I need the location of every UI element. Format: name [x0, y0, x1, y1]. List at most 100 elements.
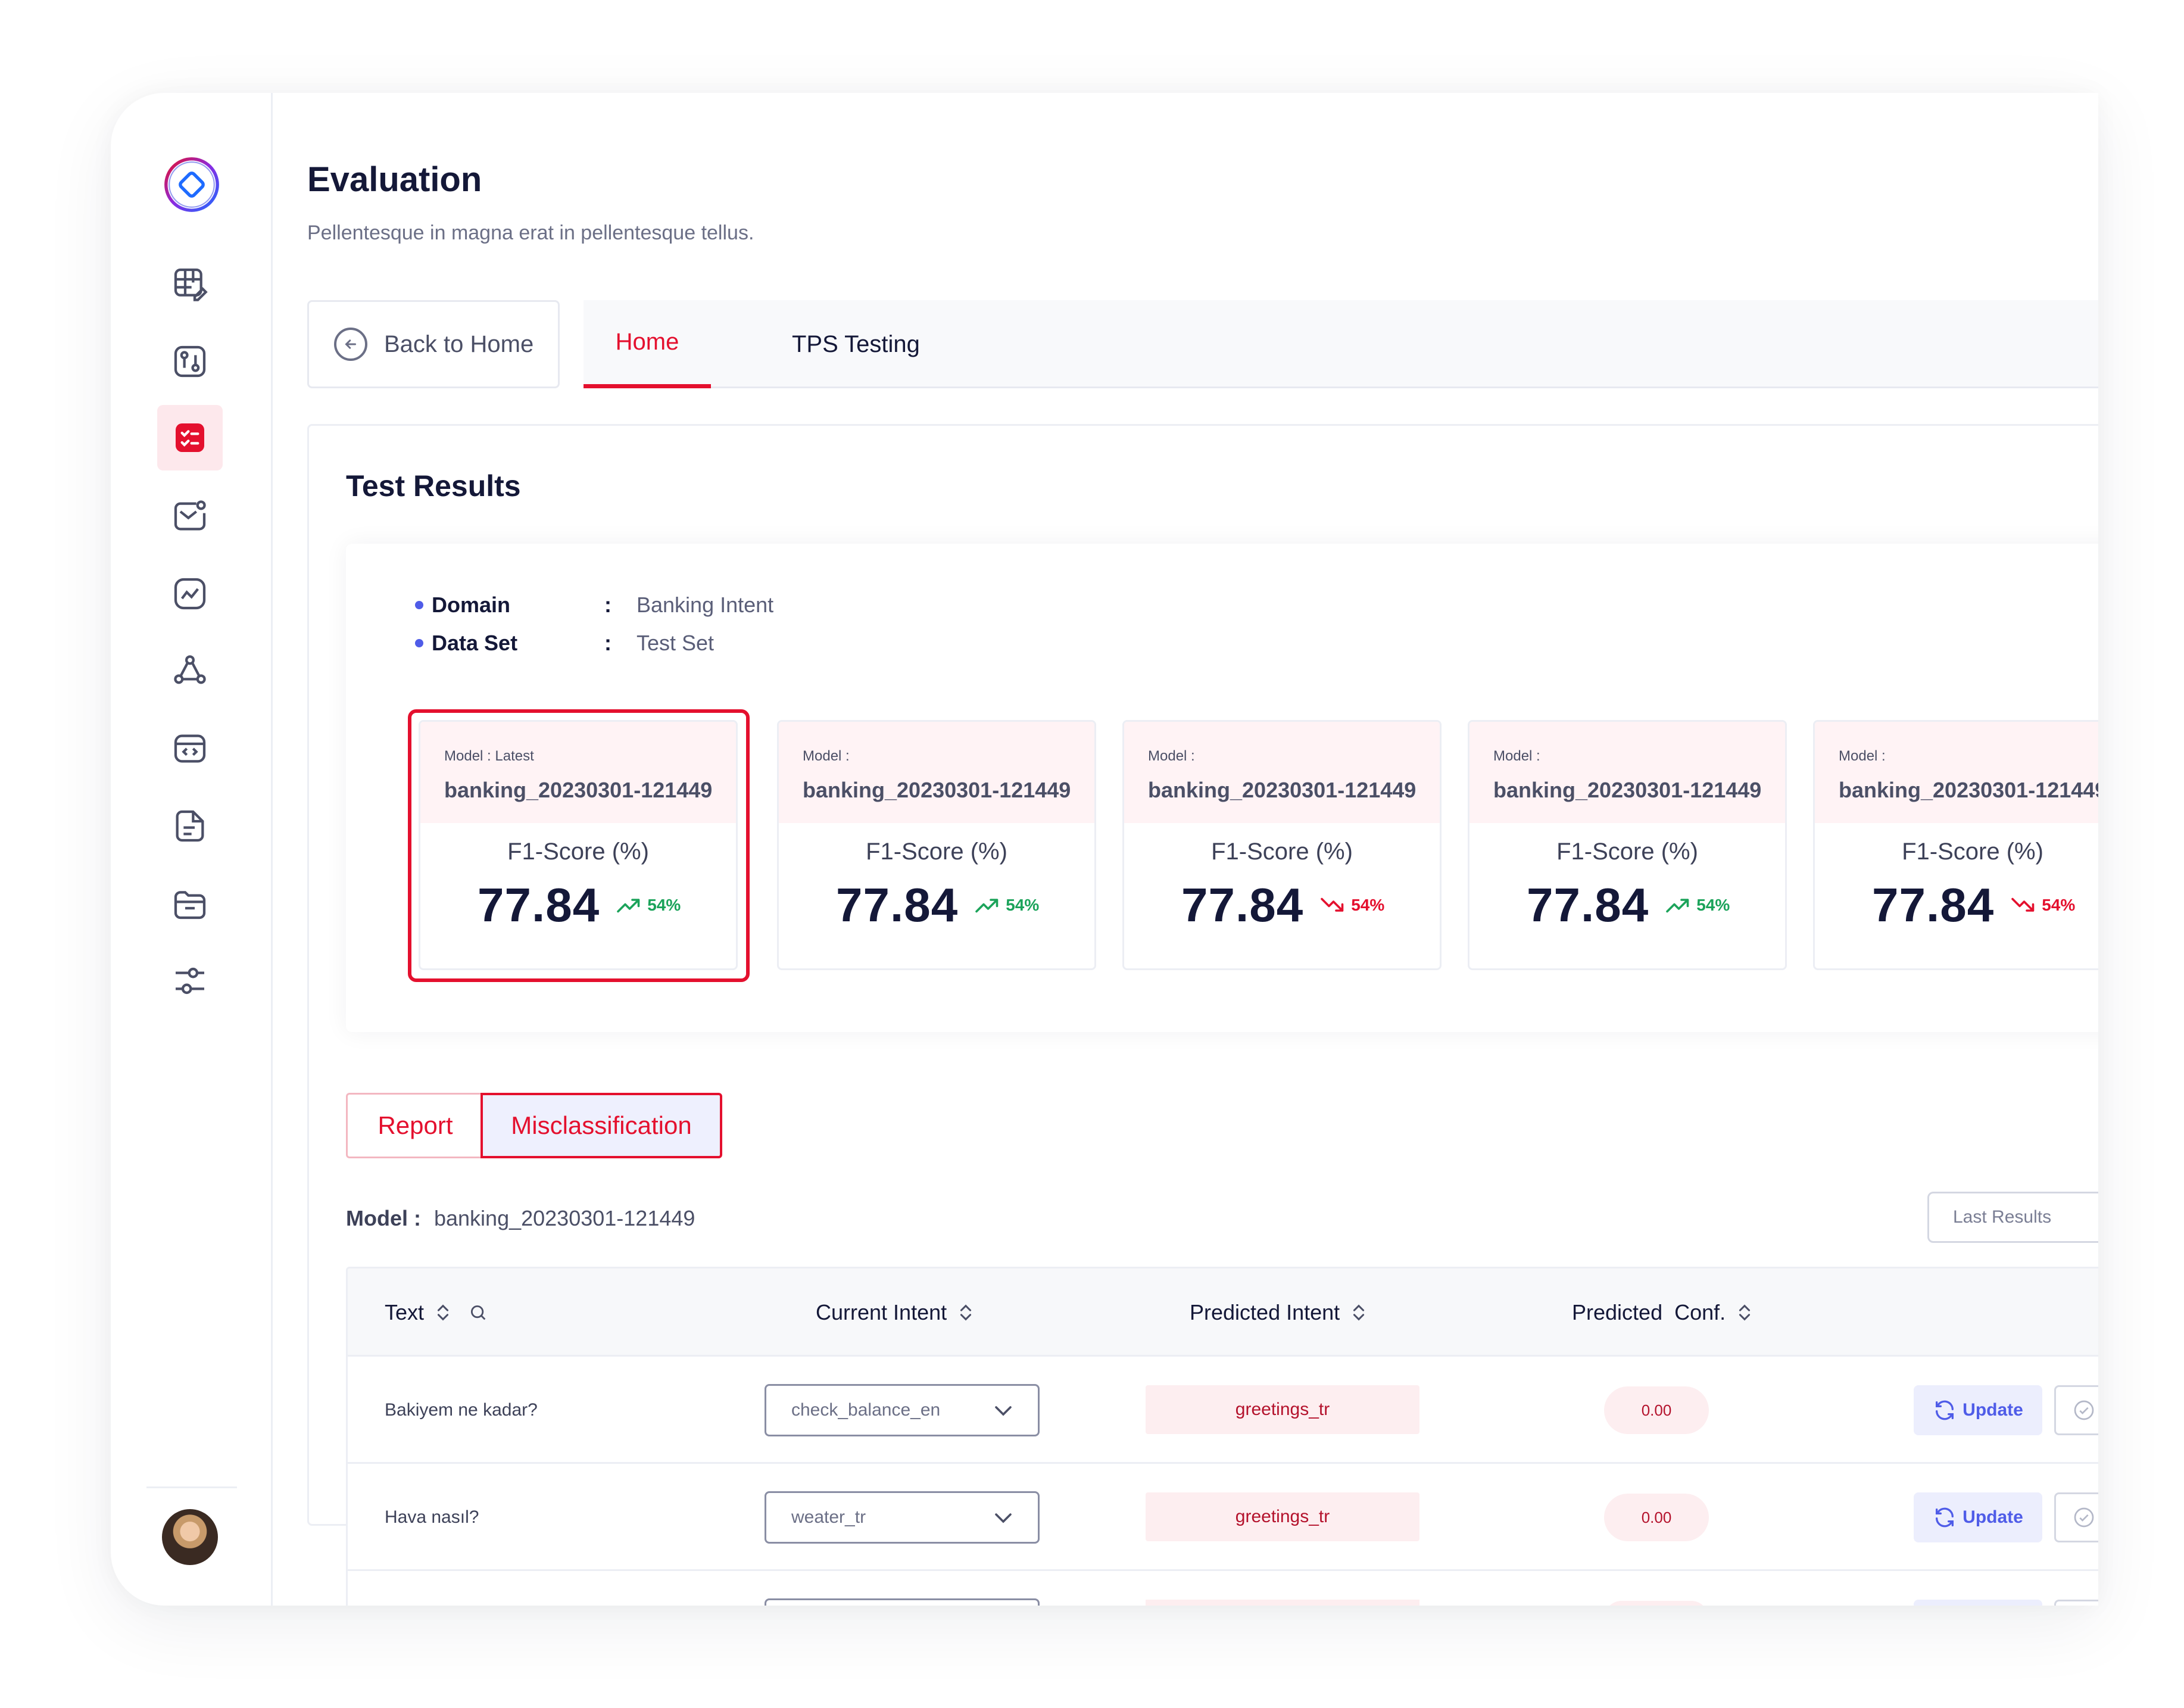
search-icon[interactable]: [468, 1302, 488, 1323]
trend-down-icon: [1321, 897, 1344, 912]
score-value: 77.84: [1872, 878, 1995, 931]
predicted-conf-badge: [1604, 1601, 1709, 1606]
nav-settings[interactable]: [157, 948, 223, 1014]
score-row: 77.84 54%: [1872, 878, 2075, 933]
nav-git-compare[interactable]: [157, 329, 223, 394]
trend-badge: 54%: [2011, 896, 2075, 915]
arrow-left-icon: [334, 328, 367, 361]
sort-icon[interactable]: [1737, 1302, 1752, 1323]
update-button[interactable]: Update: [1914, 1385, 2042, 1435]
approve-button[interactable]: [2054, 1600, 2098, 1606]
col-text-label: Text: [385, 1300, 425, 1324]
predicted-intent-badge: [1146, 1600, 1419, 1606]
trend-value: 54%: [2042, 896, 2076, 914]
tab-tps-testing[interactable]: TPS Testing: [792, 331, 920, 357]
model-info-value: banking_20230301-121449: [433, 1206, 695, 1230]
model-label: Model :: [1148, 748, 1195, 764]
section-title: Test Results: [346, 469, 521, 503]
trend-badge: 54%: [975, 896, 1039, 915]
sort-icon[interactable]: [1352, 1302, 1366, 1323]
meta-key: Domain: [432, 593, 511, 617]
update-button[interactable]: [1914, 1600, 2042, 1606]
col-predicted-conf[interactable]: Predicted Conf.: [1572, 1268, 1752, 1357]
nav-table-edit[interactable]: [157, 251, 223, 317]
nav-analytics[interactable]: [157, 561, 223, 627]
model-info: Model : banking_20230301-121449: [346, 1206, 695, 1231]
model-card-header: Model : banking_20230301-121449: [779, 722, 1094, 823]
predicted-conf-badge: 0.00: [1604, 1494, 1709, 1541]
model-name: banking_20230301-121449: [1493, 778, 1762, 802]
model-name: banking_20230301-121449: [444, 778, 713, 802]
bullet-icon: [415, 601, 423, 609]
predicted-conf-badge: 0.00: [1604, 1386, 1709, 1434]
meta-key: Data Set: [432, 631, 518, 655]
code-window-icon: [174, 734, 206, 763]
model-card[interactable]: Model : banking_20230301-121449 F1-Score…: [1813, 720, 2098, 970]
trend-badge: 54%: [1320, 896, 1384, 915]
back-to-home-label: Back to Home: [384, 331, 534, 357]
logo-icon[interactable]: [160, 152, 224, 217]
page-title: Evaluation: [307, 160, 482, 199]
model-name: banking_20230301-121449: [1839, 778, 2098, 802]
avatar[interactable]: [162, 1509, 218, 1565]
nav-code[interactable]: [157, 716, 223, 781]
approve-button[interactable]: [2054, 1385, 2098, 1435]
page-subtitle: Pellentesque in magna erat in pellentesq…: [307, 222, 754, 244]
table-edit-icon: [174, 268, 208, 301]
current-intent-select[interactable]: check_balance_en: [765, 1384, 1040, 1436]
meta-separator: :: [604, 631, 611, 655]
model-card[interactable]: Model : Latest banking_20230301-121449 F…: [419, 720, 738, 970]
meta-separator: :: [604, 593, 611, 617]
document-icon: [176, 810, 204, 842]
current-intent-select[interactable]: [765, 1598, 1040, 1606]
report-tab-button[interactable]: Report: [346, 1093, 483, 1158]
update-button[interactable]: Update: [1914, 1492, 2042, 1542]
metric-label: F1-Score (%): [507, 839, 649, 865]
meta-dataset: Data Set : Test Set: [415, 631, 714, 656]
model-label: Model :: [803, 748, 850, 764]
score-value: 77.84: [1181, 878, 1304, 931]
row-text: Bakiyem ne kadar?: [385, 1400, 538, 1420]
nav-folder[interactable]: [157, 871, 223, 936]
nav-network[interactable]: [157, 638, 223, 704]
current-intent-value: weater_tr: [791, 1507, 866, 1527]
metric-label: F1-Score (%): [866, 839, 1007, 865]
trend-value: 54%: [1006, 896, 1040, 914]
sort-icon[interactable]: [959, 1302, 973, 1323]
tab-home[interactable]: Home: [584, 300, 711, 388]
misclassification-tab-button[interactable]: Misclassification: [481, 1093, 722, 1158]
git-compare-icon: [174, 345, 206, 378]
col-current-intent[interactable]: Current Intent: [816, 1268, 973, 1357]
score-row: 77.84 54%: [836, 878, 1039, 933]
check-circle-icon: [2074, 1400, 2094, 1420]
back-to-home-button[interactable]: Back to Home: [307, 300, 560, 388]
model-card[interactable]: Model : banking_20230301-121449 F1-Score…: [1122, 720, 1442, 970]
meta-value: Test Set: [637, 631, 715, 655]
score-row: 77.84 54%: [1527, 878, 1730, 933]
trend-up-icon: [617, 899, 640, 913]
trend-up-icon: [1666, 899, 1689, 913]
table-header: Text Current Intent Predicted Intent Pre…: [348, 1268, 2098, 1357]
col-text[interactable]: Text: [385, 1268, 488, 1357]
nav-mail[interactable]: [157, 484, 223, 549]
model-card[interactable]: Model : banking_20230301-121449 F1-Score…: [1468, 720, 1787, 970]
predicted-intent-badge: greetings_tr: [1146, 1385, 1419, 1434]
nav-checklist[interactable]: [157, 405, 223, 470]
checklist-icon: [176, 423, 204, 452]
sort-icon[interactable]: [436, 1302, 450, 1323]
nav-document[interactable]: [157, 793, 223, 859]
current-intent-select[interactable]: weater_tr: [765, 1491, 1040, 1544]
folder-icon: [174, 891, 206, 920]
table-row: Bakiyem ne kadar? check_balance_en greet…: [348, 1357, 2098, 1464]
model-label: Model :: [1839, 748, 1886, 764]
score-value: 77.84: [836, 878, 959, 931]
last-results-select[interactable]: Last Results: [1927, 1192, 2098, 1243]
approve-button[interactable]: [2054, 1492, 2098, 1542]
results-summary: Domain : Banking Intent Data Set : Test …: [346, 544, 2098, 1032]
score-value: 77.84: [1527, 878, 1649, 931]
model-card[interactable]: Model : banking_20230301-121449 F1-Score…: [777, 720, 1096, 970]
update-label: Update: [1963, 1400, 2023, 1420]
model-label: Model :: [1493, 748, 1540, 764]
model-card-header: Model : banking_20230301-121449: [1815, 722, 2098, 823]
col-predicted-intent[interactable]: Predicted Intent: [1190, 1268, 1366, 1357]
